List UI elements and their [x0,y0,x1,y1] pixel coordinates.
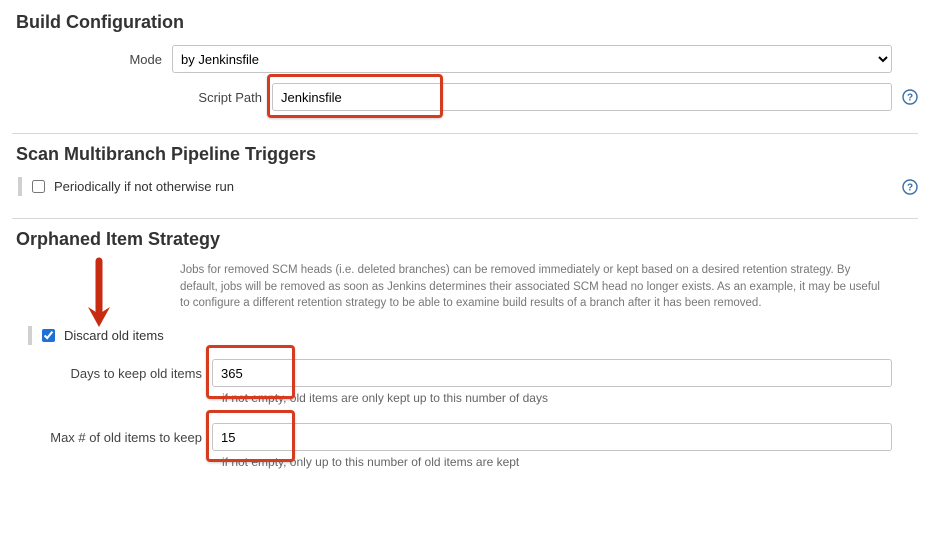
days-input[interactable] [212,359,892,387]
scan-triggers-section: Scan Multibranch Pipeline Triggers Perio… [12,144,918,219]
mode-label: Mode [12,52,172,67]
scan-triggers-title: Scan Multibranch Pipeline Triggers [16,144,918,165]
build-config-title: Build Configuration [16,12,918,33]
help-icon[interactable]: ? [902,89,918,105]
orphaned-section: Orphaned Item Strategy Jobs for removed … [12,229,918,469]
script-path-label: Script Path [12,90,272,105]
max-input[interactable] [212,423,892,451]
orphaned-description: Jobs for removed SCM heads (i.e. deleted… [180,262,888,312]
script-path-input[interactable] [272,83,892,111]
max-hint: if not empty, only up to this number of … [222,455,918,469]
build-configuration-section: Build Configuration Mode by Jenkinsfile … [12,12,918,134]
discard-checkbox[interactable] [42,329,55,342]
periodic-checkbox[interactable] [32,180,45,193]
days-label: Days to keep old items [12,366,212,381]
max-label: Max # of old items to keep [12,430,212,445]
help-icon[interactable]: ? [902,179,918,195]
periodic-label: Periodically if not otherwise run [54,179,234,194]
discard-label: Discard old items [64,328,164,343]
svg-text:?: ? [907,93,913,104]
orphaned-title: Orphaned Item Strategy [16,229,918,250]
arrow-annotation [84,257,114,331]
svg-text:?: ? [907,182,913,193]
days-hint: if not empty, old items are only kept up… [222,391,918,405]
mode-select[interactable]: by Jenkinsfile [172,45,892,73]
